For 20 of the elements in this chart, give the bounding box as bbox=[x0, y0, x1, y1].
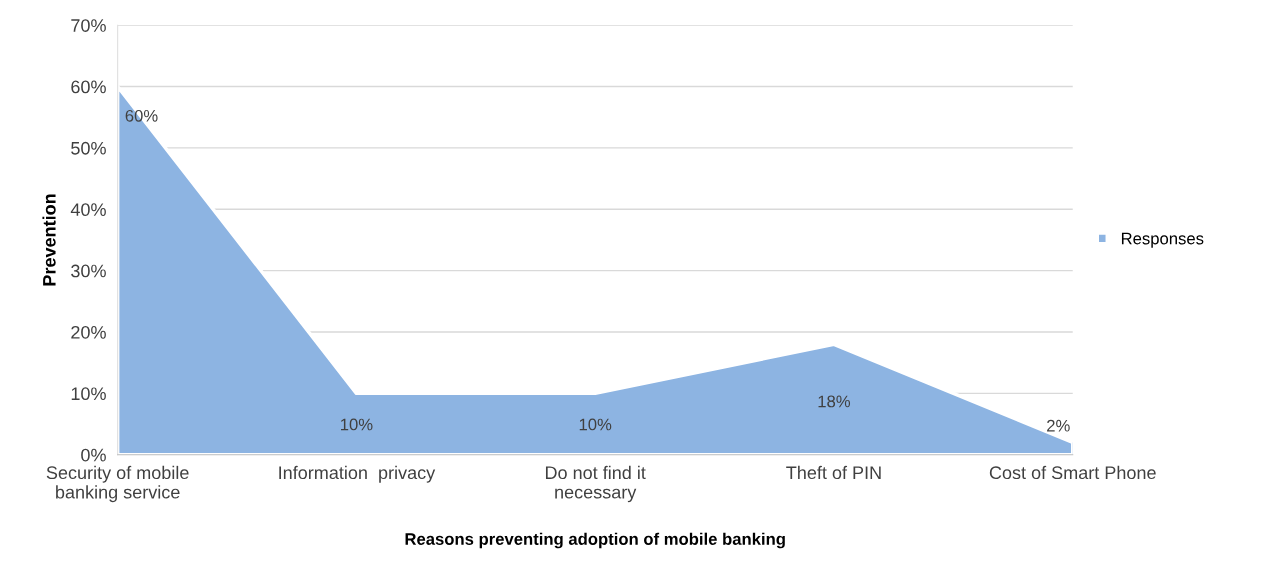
y-tick-label: 60% bbox=[71, 80, 106, 94]
data-label: 18% bbox=[818, 395, 851, 408]
x-tick-label: Do not find it necessary bbox=[545, 465, 646, 503]
y-tick-label: 70% bbox=[71, 19, 106, 32]
legend-label: Responses bbox=[1121, 232, 1204, 248]
data-label: 2% bbox=[1047, 419, 1070, 432]
x-tick-label: Theft of PIN bbox=[786, 465, 881, 480]
y-tick-label: 30% bbox=[71, 264, 106, 278]
y-axis-title: Prevention bbox=[42, 194, 56, 286]
x-tick-label: Security of mobile banking service bbox=[46, 465, 189, 503]
y-tick-label: 50% bbox=[71, 141, 106, 155]
y-tick-label: 10% bbox=[71, 387, 106, 401]
x-tick-label: Information privacy bbox=[279, 465, 436, 483]
y-tick-label: 0% bbox=[81, 448, 106, 462]
y-tick-label: 40% bbox=[70, 203, 106, 217]
data-label: 10% bbox=[579, 418, 612, 431]
y-tick-label: 20% bbox=[71, 325, 106, 339]
data-label: 10% bbox=[341, 418, 373, 431]
x-axis-title: Reasons preventing adoption of mobile banking bbox=[405, 532, 785, 549]
x-tick-label: Cost of Smart Phone bbox=[989, 465, 1156, 480]
